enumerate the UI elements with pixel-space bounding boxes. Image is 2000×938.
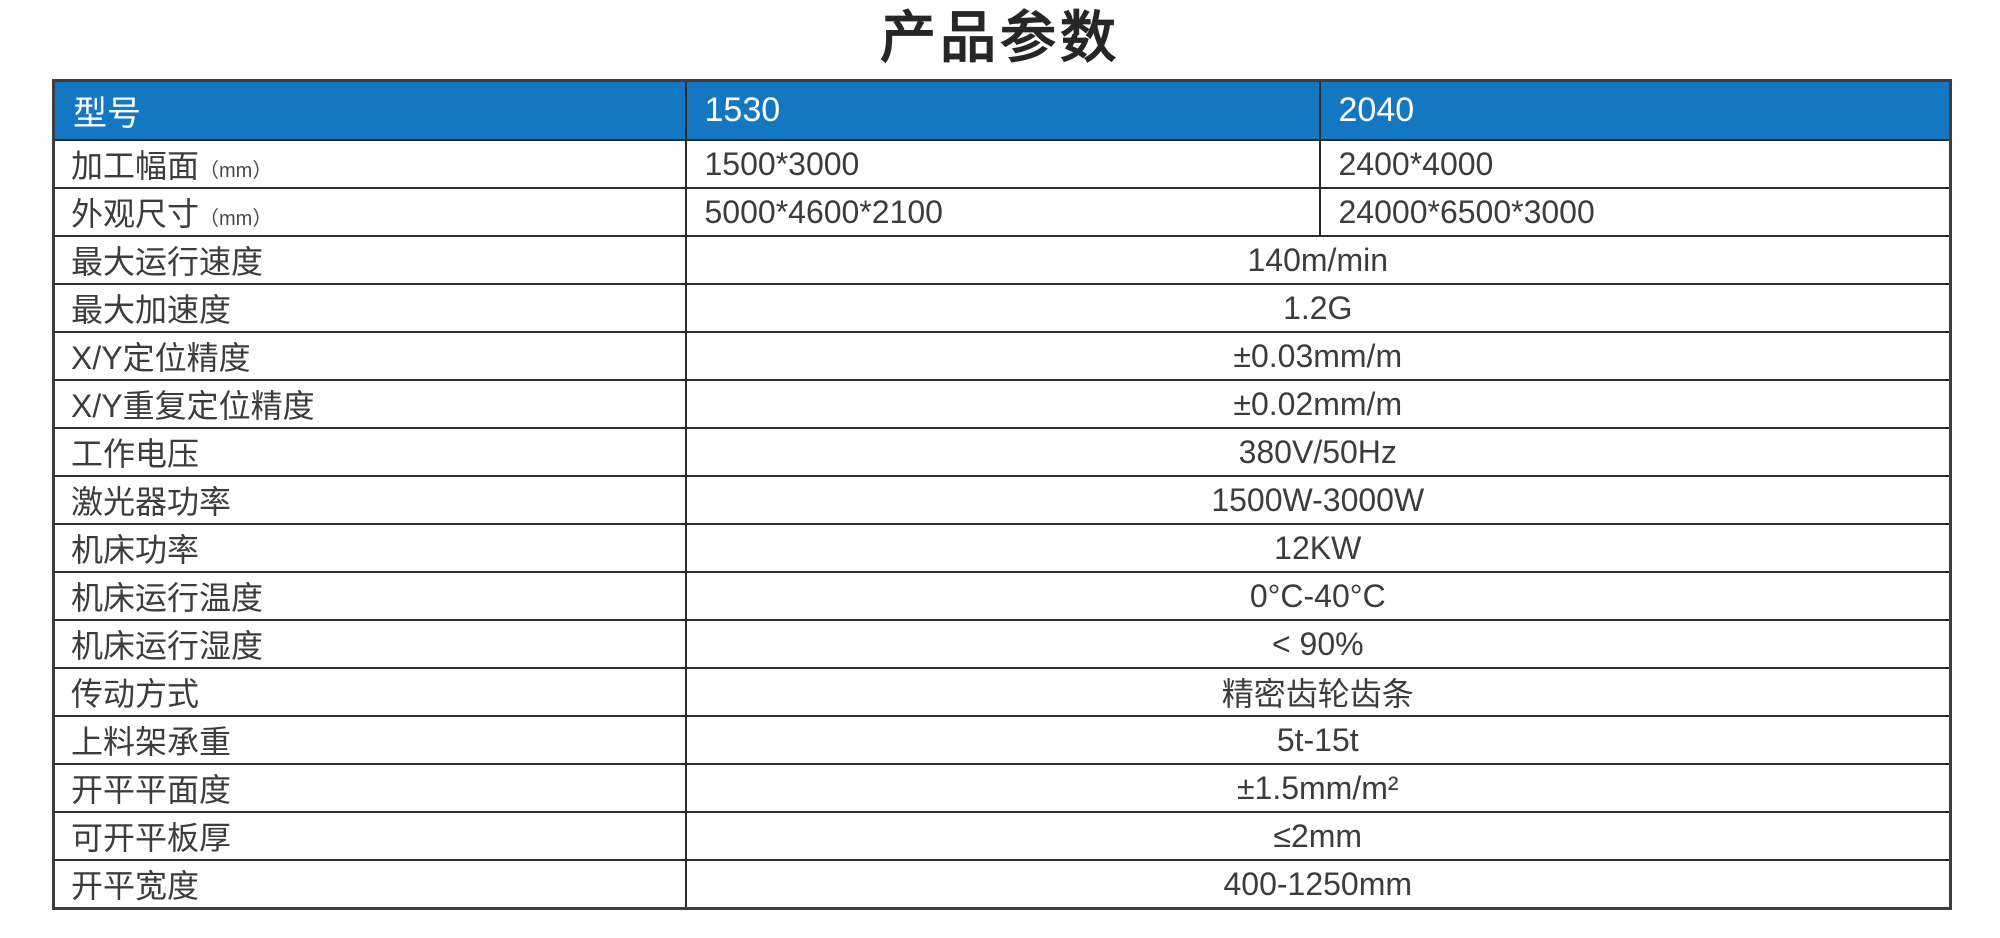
row-label-unit: （mm） [199, 208, 273, 230]
row-value-2040: 24000*6500*3000 [1318, 187, 1952, 237]
row-value: ±0.03mm/m [684, 331, 1952, 381]
row-label: 可开平板厚 [52, 811, 687, 861]
row-label: 机床运行湿度 [52, 619, 687, 669]
row-label: 激光器功率 [52, 475, 687, 525]
row-value: ±1.5mm/m² [684, 763, 1952, 813]
product-parameters-table: 型号 1530 2040 加工幅面（mm） 1500*3000 2400*400… [52, 79, 1952, 910]
table-row-leveling-flatness: 开平平面度 ±1.5mm/m² [52, 763, 1952, 813]
row-value-1530: 5000*4600*2100 [684, 187, 1321, 237]
row-value: 精密齿轮齿条 [684, 667, 1952, 717]
row-label: 机床运行温度 [52, 571, 687, 621]
row-value: 0°C-40°C [684, 571, 1952, 621]
row-value: 400-1250mm [684, 859, 1952, 910]
row-label: 开平平面度 [52, 763, 687, 813]
header-model-2040: 2040 [1318, 79, 1952, 141]
table-row-dimensions: 外观尺寸（mm） 5000*4600*2100 24000*6500*3000 [52, 187, 1952, 237]
row-label-text: 加工幅面 [71, 148, 200, 184]
table-row-xy-positioning-accuracy: X/Y定位精度 ±0.03mm/m [52, 331, 1952, 381]
row-value: 5t-15t [684, 715, 1952, 765]
table-row-xy-repeat-accuracy: X/Y重复定位精度 ±0.02mm/m [52, 379, 1952, 429]
row-value: < 90% [684, 619, 1952, 669]
row-value-2040: 2400*4000 [1318, 139, 1952, 189]
table-row-transmission-mode: 传动方式 精密齿轮齿条 [52, 667, 1952, 717]
row-label: 传动方式 [52, 667, 687, 717]
row-label: 开平宽度 [52, 859, 687, 910]
row-value: 1.2G [684, 283, 1952, 333]
row-label-text: 外观尺寸 [71, 196, 200, 232]
row-value: ±0.02mm/m [684, 379, 1952, 429]
row-value-1530: 1500*3000 [684, 139, 1321, 189]
table-row-working-area: 加工幅面（mm） 1500*3000 2400*4000 [52, 139, 1952, 189]
row-label-unit: （mm） [199, 160, 273, 182]
row-label: X/Y重复定位精度 [52, 379, 687, 429]
row-value: 1500W-3000W [684, 475, 1952, 525]
table-row-max-speed: 最大运行速度 140m/min [52, 235, 1952, 285]
header-model-label: 型号 [52, 79, 687, 141]
row-label: 外观尺寸（mm） [52, 187, 687, 237]
table-row-operating-humidity: 机床运行湿度 < 90% [52, 619, 1952, 669]
row-value: 12KW [684, 523, 1952, 573]
row-label: 加工幅面（mm） [52, 139, 687, 189]
row-label: 工作电压 [52, 427, 687, 477]
row-label: 机床功率 [52, 523, 687, 573]
row-label: 上料架承重 [52, 715, 687, 765]
row-label: 最大运行速度 [52, 235, 687, 285]
row-label: X/Y定位精度 [52, 331, 687, 381]
page-title: 产品参数 [880, 6, 1120, 69]
table-row-working-voltage: 工作电压 380V/50Hz [52, 427, 1952, 477]
table-row-leveling-plate-thickness: 可开平板厚 ≤2mm [52, 811, 1952, 861]
row-value: 380V/50Hz [684, 427, 1952, 477]
row-value: 140m/min [684, 235, 1952, 285]
table-row-max-acceleration: 最大加速度 1.2G [52, 283, 1952, 333]
header-model-1530: 1530 [684, 79, 1321, 141]
table-row-leveling-width: 开平宽度 400-1250mm [52, 859, 1952, 910]
row-label: 最大加速度 [52, 283, 687, 333]
table-row-operating-temperature: 机床运行温度 0°C-40°C [52, 571, 1952, 621]
table-row-machine-power: 机床功率 12KW [52, 523, 1952, 573]
table-header-row: 型号 1530 2040 [52, 79, 1952, 141]
row-value: ≤2mm [684, 811, 1952, 861]
table-row-loading-rack-capacity: 上料架承重 5t-15t [52, 715, 1952, 765]
table-row-laser-power: 激光器功率 1500W-3000W [52, 475, 1952, 525]
